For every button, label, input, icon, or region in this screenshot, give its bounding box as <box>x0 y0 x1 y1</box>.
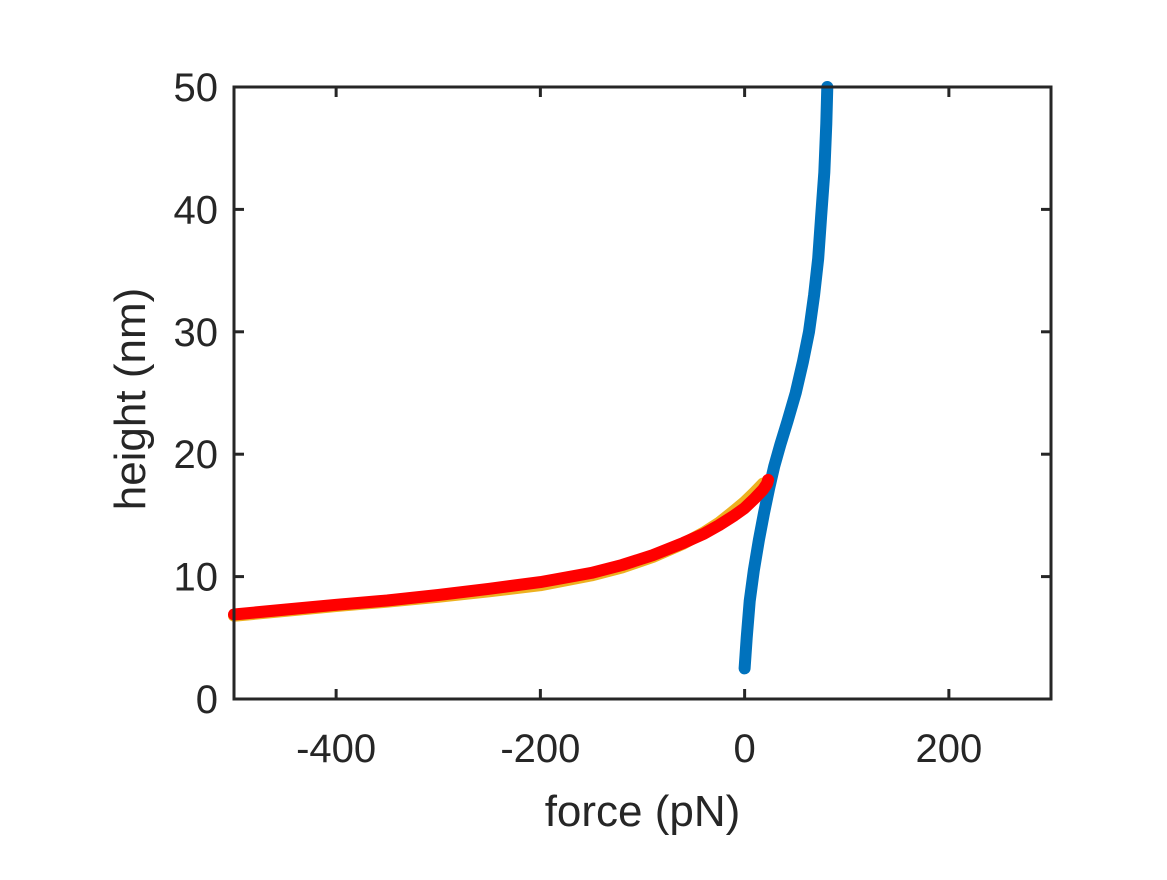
y-tick-label: 10 <box>174 556 219 600</box>
y-tick-label: 20 <box>174 433 219 477</box>
x-tick-label: -400 <box>296 727 376 771</box>
y-tick-label: 50 <box>174 66 219 110</box>
x-tick-label: 200 <box>916 727 983 771</box>
ticks-layer: -400 -200 0 200 0 10 20 30 40 50 <box>174 66 1051 771</box>
y-tick-label: 30 <box>174 311 219 355</box>
y-tick-label: 0 <box>196 678 218 722</box>
series-line-red <box>228 473 775 621</box>
x-tick-label: -200 <box>500 727 580 771</box>
x-tick-label: 0 <box>734 727 756 771</box>
series-line-blue <box>738 81 834 675</box>
axes-box <box>232 85 1053 701</box>
y-tick-label: 40 <box>174 188 219 232</box>
x-axis-label: force (pN) <box>545 787 741 836</box>
y-axis-label: height (nm) <box>106 288 155 511</box>
series-layer <box>228 81 834 675</box>
